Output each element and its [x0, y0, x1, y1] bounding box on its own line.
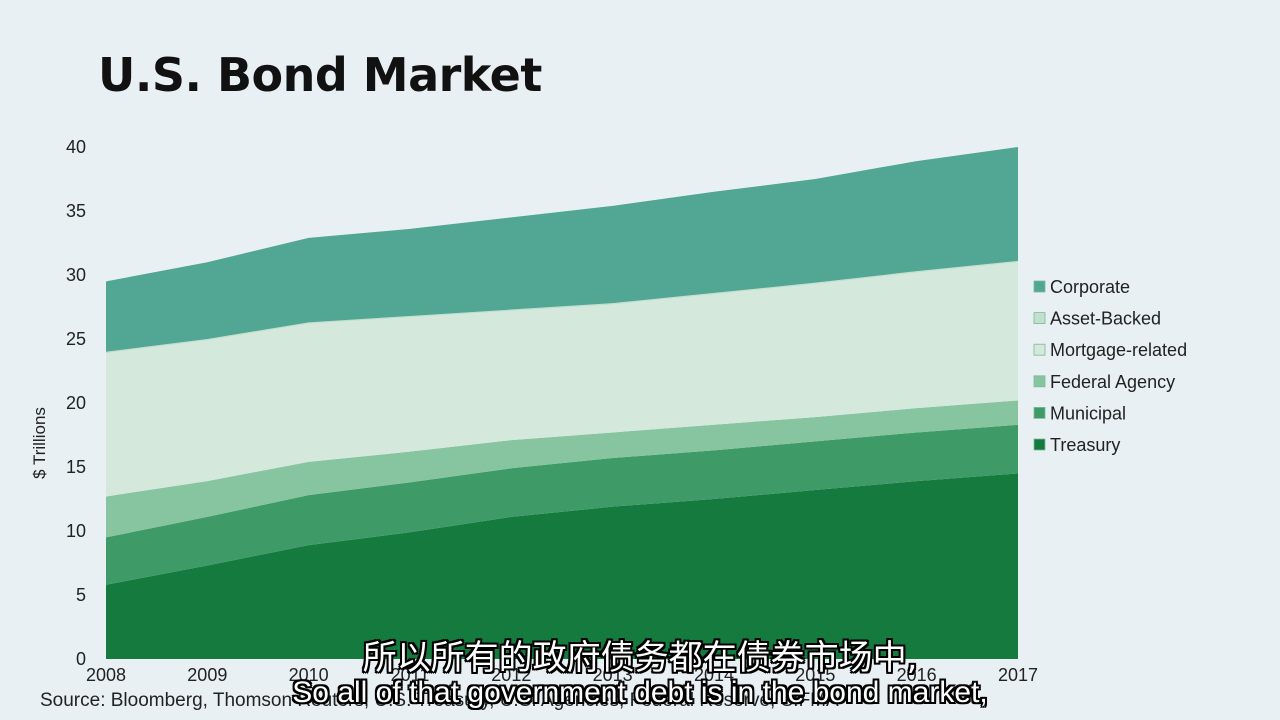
source-note: Source: Bloomberg, Thomson Reuters, U.S.… — [40, 690, 839, 711]
subtitle-chinese: 所以所有的政府债务都在债券市场中, — [362, 638, 918, 678]
y-tick-label: 5 — [76, 585, 86, 605]
legend: Corporate Asset-Backed Mortgage-related Fed… — [1033, 277, 1187, 455]
area-corporate — [106, 147, 1018, 352]
x-axis: 2008 2009 2010 2011 2012 2013 2014 2015 2016 2017 — [86, 665, 1038, 685]
y-tick-label: 15 — [66, 457, 86, 477]
y-tick-label: 10 — [66, 521, 86, 541]
legend-swatch — [1033, 280, 1046, 293]
y-tick-label: 30 — [66, 265, 86, 285]
x-tick-label: 2014 — [694, 665, 734, 685]
legend-swatch — [1033, 375, 1046, 388]
area-treasury — [106, 473, 1018, 659]
x-tick-label: 2017 — [998, 665, 1038, 685]
area-mortgage-related — [106, 262, 1018, 497]
area-federal-agency — [106, 400, 1018, 538]
legend-label: Mortgage-related — [1050, 340, 1187, 360]
y-axis: 0 5 10 15 20 25 30 35 40 — [66, 137, 86, 669]
legend-swatch — [1033, 438, 1046, 451]
x-tick-label: 2008 — [86, 665, 126, 685]
legend-swatch — [1033, 343, 1046, 356]
legend-swatch — [1033, 406, 1046, 419]
x-tick-label: 2011 — [391, 665, 430, 685]
x-tick-label: 2013 — [593, 665, 633, 685]
legend-label: Federal Agency — [1050, 372, 1175, 392]
x-tick-label: 2015 — [795, 665, 835, 685]
y-tick-label: 0 — [76, 649, 86, 669]
subtitle-english: So all of that government debt is in the… — [292, 676, 988, 709]
area-asset-backed — [106, 260, 1018, 354]
legend-swatch — [1033, 312, 1046, 325]
y-tick-label: 40 — [66, 137, 86, 157]
legend-label: Corporate — [1050, 277, 1130, 297]
y-axis-title: $ Trillions — [30, 407, 49, 479]
area-layer — [106, 147, 1018, 659]
y-tick-label: 35 — [66, 201, 86, 221]
x-tick-label: 2012 — [491, 665, 531, 685]
x-tick-label: 2016 — [897, 665, 937, 685]
y-tick-label: 25 — [66, 329, 86, 349]
legend-label: Treasury — [1050, 435, 1120, 455]
slide-title: U.S. Bond Market — [98, 48, 542, 102]
x-tick-label: 2009 — [187, 665, 227, 685]
legend-label: Municipal — [1050, 403, 1126, 423]
area-municipal — [106, 424, 1018, 585]
x-tick-label: 2010 — [289, 665, 329, 685]
legend-label: Asset-Backed — [1050, 309, 1161, 329]
y-tick-label: 20 — [66, 393, 86, 413]
